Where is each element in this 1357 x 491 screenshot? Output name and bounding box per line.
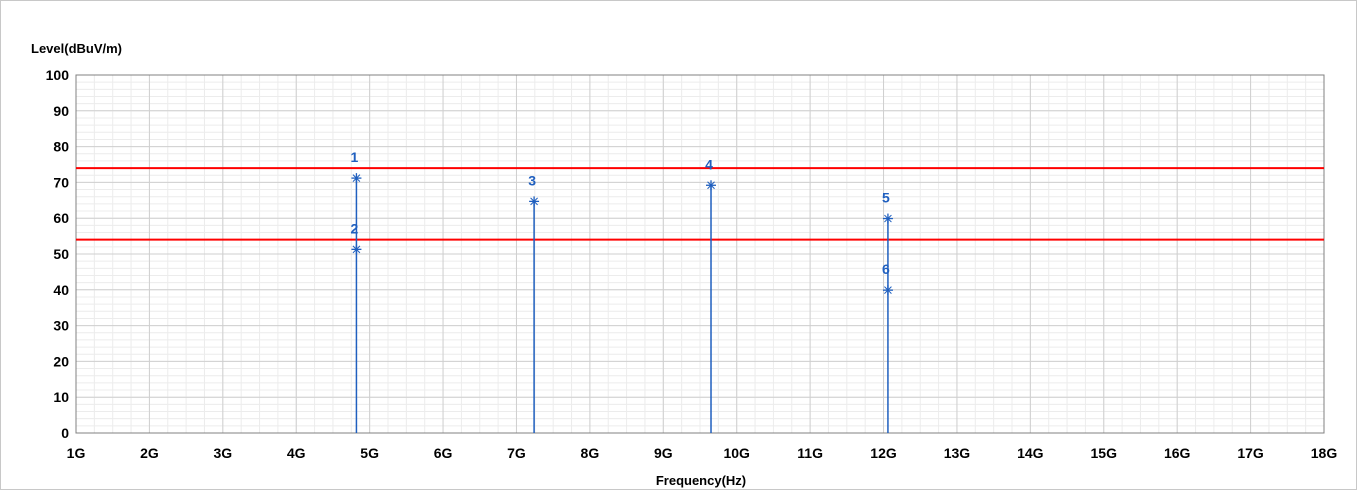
marker-point [882,213,893,224]
marker-label: 3 [528,172,536,188]
y-tick-label: 70 [53,174,69,190]
x-tick-label: 7G [507,445,526,461]
x-tick-label: 5G [360,445,379,461]
x-tick-label: 3G [213,445,232,461]
x-axis-title: Frequency(Hz) [656,473,746,488]
y-tick-label: 50 [53,246,69,262]
marker-point [706,180,717,191]
y-tick-label: 20 [53,353,69,369]
marker-label: 4 [705,156,713,172]
x-tick-label: 1G [67,445,86,461]
x-tick-label: 9G [654,445,673,461]
y-axis-title: Level(dBuV/m) [31,41,122,56]
x-tick-label: 13G [944,445,971,461]
marker-point [351,173,362,184]
marker-point [351,244,362,255]
y-tick-labels: 0 10 20 30 40 50 60 70 80 90 100 [46,67,70,441]
y-tick-label: 30 [53,318,69,334]
marker-label: 2 [351,220,359,236]
y-tick-label: 0 [61,425,69,441]
x-tick-label: 6G [434,445,453,461]
x-tick-label: 10G [723,445,750,461]
x-tick-label: 8G [581,445,600,461]
y-tick-label: 10 [53,389,69,405]
x-tick-label: 2G [140,445,159,461]
x-tick-label: 4G [287,445,306,461]
markers: 1 2 3 4 5 6 [351,149,893,433]
marker-point [529,196,540,207]
y-tick-label: 80 [53,139,69,155]
plot-border [75,74,1325,434]
x-tick-label: 16G [1164,445,1191,461]
y-tick-label: 100 [46,67,70,83]
y-tick-label: 40 [53,282,69,298]
y-tick-label: 60 [53,210,69,226]
limit-lines [76,167,1324,241]
marker-label: 6 [882,261,890,277]
x-tick-labels: 1G 2G 3G 4G 5G 6G 7G 8G 9G 10G 11G 12G 13G 14G 15G 16G 1… [67,445,1338,461]
y-tick-label: 90 [53,103,69,119]
x-tick-label: 15G [1091,445,1118,461]
x-tick-label: 12G [870,445,897,461]
x-tick-label: 14G [1017,445,1044,461]
marker-point [882,285,893,296]
x-tick-label: 17G [1237,445,1264,461]
x-tick-label: 18G [1311,445,1338,461]
x-tick-label: 11G [797,445,823,461]
marker-label: 5 [882,190,890,206]
marker-label: 1 [351,149,359,165]
